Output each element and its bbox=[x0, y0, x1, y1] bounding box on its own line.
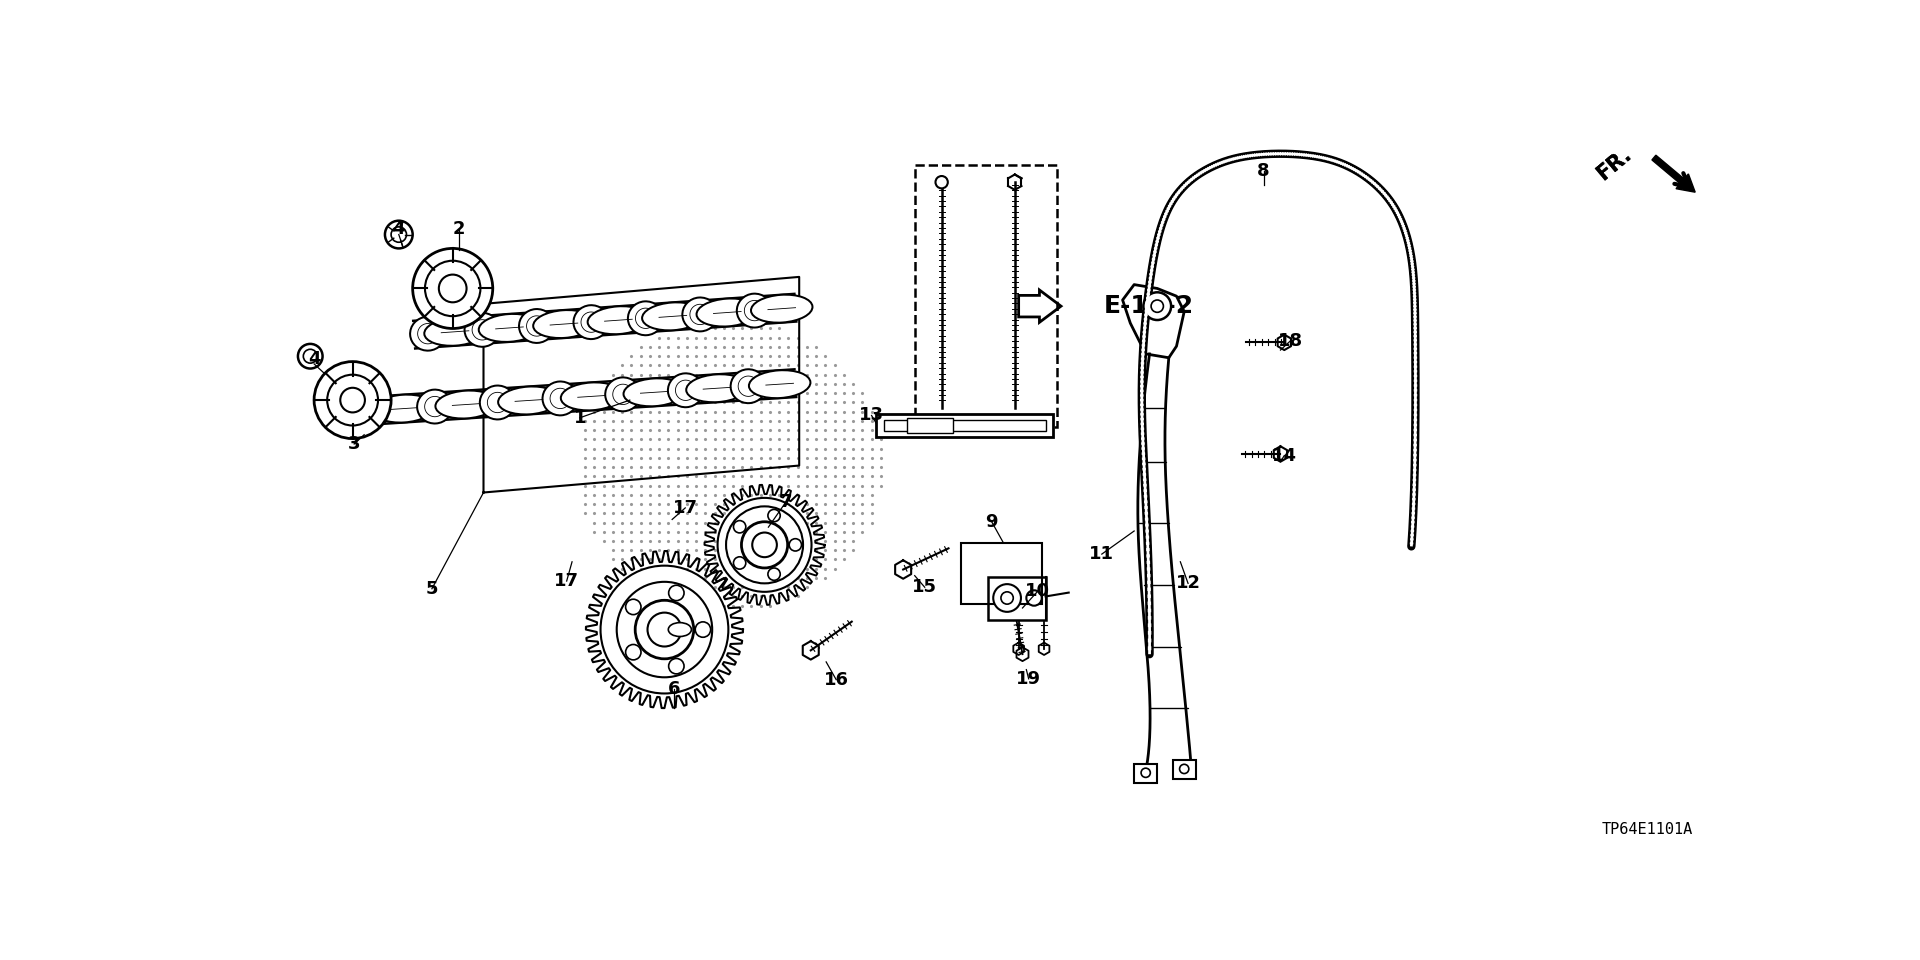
FancyArrow shape bbox=[1651, 156, 1695, 192]
Text: 2: 2 bbox=[453, 220, 465, 238]
Circle shape bbox=[1179, 764, 1188, 774]
Ellipse shape bbox=[518, 309, 555, 343]
Ellipse shape bbox=[436, 391, 497, 419]
Text: 8: 8 bbox=[1258, 161, 1269, 180]
Text: 1: 1 bbox=[574, 409, 586, 427]
Ellipse shape bbox=[697, 299, 758, 326]
Ellipse shape bbox=[682, 298, 718, 331]
Text: 10: 10 bbox=[1025, 582, 1050, 600]
Bar bbox=[1135, 763, 1158, 782]
Circle shape bbox=[626, 599, 641, 614]
Circle shape bbox=[340, 388, 365, 413]
Ellipse shape bbox=[628, 301, 662, 335]
Ellipse shape bbox=[624, 378, 685, 406]
Ellipse shape bbox=[685, 374, 747, 402]
Text: FR.: FR. bbox=[1594, 144, 1636, 183]
Text: FR.: FR. bbox=[1594, 144, 1636, 183]
Circle shape bbox=[647, 612, 682, 646]
Bar bbox=[960, 542, 1043, 604]
Text: 14: 14 bbox=[1271, 446, 1296, 465]
Ellipse shape bbox=[424, 318, 486, 346]
Circle shape bbox=[303, 349, 317, 363]
Bar bbox=[1173, 759, 1196, 779]
Text: E-10-2: E-10-2 bbox=[1104, 294, 1194, 318]
Circle shape bbox=[935, 176, 948, 188]
Text: 13: 13 bbox=[858, 406, 883, 424]
Text: 17: 17 bbox=[555, 572, 580, 590]
Ellipse shape bbox=[497, 387, 559, 415]
Text: 12: 12 bbox=[1175, 574, 1200, 592]
Circle shape bbox=[718, 498, 812, 591]
Text: 4: 4 bbox=[307, 349, 321, 368]
Circle shape bbox=[741, 522, 787, 568]
Ellipse shape bbox=[465, 313, 499, 347]
Circle shape bbox=[626, 644, 641, 660]
Circle shape bbox=[384, 221, 413, 249]
Circle shape bbox=[789, 539, 801, 551]
Circle shape bbox=[768, 568, 780, 580]
Bar bbox=[876, 414, 1054, 437]
Circle shape bbox=[424, 261, 480, 316]
Ellipse shape bbox=[372, 395, 434, 422]
Ellipse shape bbox=[480, 386, 515, 420]
Ellipse shape bbox=[574, 305, 609, 339]
Circle shape bbox=[1000, 591, 1014, 604]
Circle shape bbox=[695, 622, 710, 637]
Circle shape bbox=[668, 586, 684, 601]
Text: 6: 6 bbox=[668, 680, 682, 698]
Circle shape bbox=[733, 520, 745, 533]
Ellipse shape bbox=[749, 371, 810, 398]
Text: 3: 3 bbox=[348, 435, 361, 453]
Text: 7: 7 bbox=[780, 492, 793, 511]
Circle shape bbox=[1027, 590, 1043, 606]
Circle shape bbox=[616, 582, 712, 678]
Circle shape bbox=[601, 565, 728, 693]
Ellipse shape bbox=[668, 623, 691, 636]
Ellipse shape bbox=[668, 373, 703, 407]
Circle shape bbox=[440, 275, 467, 302]
Bar bbox=[914, 165, 1058, 427]
Text: 9: 9 bbox=[985, 513, 998, 531]
Circle shape bbox=[726, 506, 803, 584]
Circle shape bbox=[753, 533, 778, 557]
Text: 15: 15 bbox=[912, 578, 937, 596]
Text: 19: 19 bbox=[1016, 670, 1041, 687]
Ellipse shape bbox=[543, 381, 578, 416]
Text: 4: 4 bbox=[392, 220, 405, 238]
Circle shape bbox=[993, 584, 1021, 612]
Circle shape bbox=[1144, 292, 1171, 320]
Circle shape bbox=[733, 557, 745, 569]
Text: 16: 16 bbox=[824, 671, 849, 688]
Circle shape bbox=[1152, 300, 1164, 312]
Ellipse shape bbox=[737, 294, 772, 327]
Text: 11: 11 bbox=[1089, 545, 1114, 564]
Text: TP64E1101A: TP64E1101A bbox=[1601, 823, 1692, 837]
Circle shape bbox=[1140, 768, 1150, 778]
Ellipse shape bbox=[605, 377, 641, 411]
Circle shape bbox=[298, 344, 323, 369]
Text: 18: 18 bbox=[1279, 332, 1304, 349]
Text: 17: 17 bbox=[672, 499, 697, 516]
Bar bbox=[906, 418, 952, 433]
Bar bbox=[989, 577, 1046, 619]
Ellipse shape bbox=[588, 306, 649, 334]
Circle shape bbox=[668, 659, 684, 674]
Circle shape bbox=[326, 374, 378, 425]
Text: 5: 5 bbox=[426, 580, 438, 598]
Circle shape bbox=[636, 600, 693, 659]
Ellipse shape bbox=[561, 382, 622, 410]
Ellipse shape bbox=[355, 394, 390, 427]
Ellipse shape bbox=[411, 317, 445, 350]
Ellipse shape bbox=[417, 390, 453, 423]
Circle shape bbox=[392, 227, 407, 242]
Ellipse shape bbox=[751, 295, 812, 323]
Circle shape bbox=[768, 510, 780, 521]
Circle shape bbox=[413, 249, 493, 328]
Ellipse shape bbox=[641, 302, 703, 330]
Ellipse shape bbox=[478, 314, 540, 342]
Ellipse shape bbox=[732, 370, 766, 403]
Ellipse shape bbox=[534, 310, 595, 338]
Circle shape bbox=[315, 362, 392, 439]
Bar bbox=[883, 420, 1046, 431]
